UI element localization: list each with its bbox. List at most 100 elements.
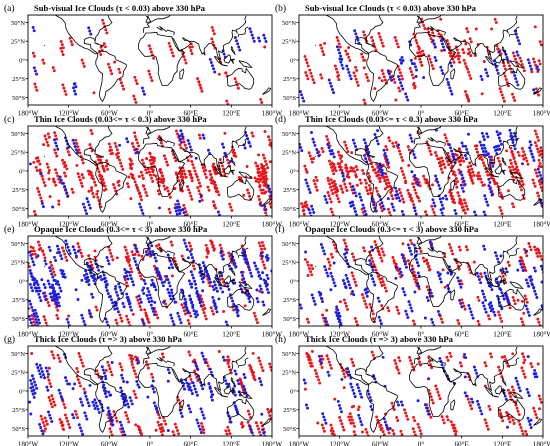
red-cloud-point xyxy=(262,244,265,248)
red-cloud-point xyxy=(333,183,337,187)
coastline-path xyxy=(474,52,477,56)
red-cloud-point xyxy=(251,134,255,138)
blue-cloud-point xyxy=(272,201,275,204)
blue-cloud-point xyxy=(409,58,413,62)
coastline-path xyxy=(138,252,186,307)
blue-cloud-point xyxy=(140,86,144,90)
blue-cloud-point xyxy=(482,244,486,248)
blue-cloud-point xyxy=(31,392,35,396)
blue-cloud-point xyxy=(64,239,68,243)
blue-cloud-point xyxy=(274,207,277,210)
red-cloud-point xyxy=(477,322,481,326)
blue-cloud-point xyxy=(35,72,39,76)
red-cloud-point xyxy=(362,58,366,62)
red-cloud-point xyxy=(312,81,316,85)
red-cloud-point xyxy=(139,170,143,174)
red-cloud-point xyxy=(31,51,35,55)
coastline-path xyxy=(501,58,506,64)
red-cloud-point xyxy=(212,312,215,316)
blue-cloud-point xyxy=(212,280,216,284)
red-cloud-point xyxy=(440,156,444,160)
red-cloud-point xyxy=(133,131,137,135)
blue-cloud-point xyxy=(29,302,33,306)
blue-cloud-point xyxy=(498,147,502,151)
red-cloud-point xyxy=(172,433,176,436)
blue-cloud-point xyxy=(178,219,181,222)
coastline-path xyxy=(238,60,253,69)
blue-cloud-point xyxy=(409,249,412,253)
red-cloud-point xyxy=(76,416,79,420)
blue-cloud-point xyxy=(174,326,177,329)
scatter-layer xyxy=(299,128,543,219)
blue-cloud-point xyxy=(48,285,52,289)
blue-cloud-point xyxy=(346,367,350,371)
red-cloud-point xyxy=(427,359,431,363)
blue-cloud-point xyxy=(390,78,394,82)
coastline-path xyxy=(230,157,236,167)
red-cloud-point xyxy=(47,304,51,308)
blue-cloud-point xyxy=(532,158,536,162)
red-cloud-point xyxy=(193,369,197,373)
blue-cloud-point xyxy=(137,361,140,365)
blue-cloud-point xyxy=(524,304,528,308)
blue-cloud-point xyxy=(190,285,194,289)
red-cloud-point xyxy=(376,249,380,253)
red-cloud-point xyxy=(136,141,139,145)
blue-cloud-point xyxy=(232,258,236,262)
red-cloud-point xyxy=(49,260,53,264)
red-cloud-point xyxy=(263,266,267,270)
x-tick-label: 120°W xyxy=(329,441,350,446)
red-cloud-point xyxy=(112,437,115,440)
blue-cloud-point xyxy=(205,269,209,273)
red-cloud-point xyxy=(457,160,461,163)
blue-cloud-point xyxy=(379,170,383,174)
blue-cloud-point xyxy=(495,68,499,72)
red-cloud-point xyxy=(507,189,510,193)
red-cloud-point xyxy=(397,86,401,90)
red-cloud-point xyxy=(539,254,543,258)
blue-cloud-point xyxy=(170,316,174,320)
blue-cloud-point xyxy=(515,50,519,54)
blue-cloud-point xyxy=(399,58,402,62)
blue-cloud-point xyxy=(459,170,463,174)
red-cloud-point xyxy=(189,244,192,248)
coastline-path xyxy=(230,169,235,175)
red-cloud-point xyxy=(127,185,130,189)
red-cloud-point xyxy=(74,138,78,142)
blue-cloud-point xyxy=(71,387,75,391)
blue-cloud-point xyxy=(261,271,265,275)
red-cloud-point xyxy=(331,192,335,195)
blue-cloud-point xyxy=(215,310,219,314)
red-cloud-point xyxy=(429,152,433,156)
red-cloud-point xyxy=(80,361,84,365)
red-cloud-point xyxy=(156,316,160,320)
blue-cloud-point xyxy=(115,290,118,294)
red-cloud-point xyxy=(523,358,527,362)
red-cloud-point xyxy=(246,420,250,424)
red-cloud-point xyxy=(493,182,497,186)
blue-cloud-point xyxy=(209,390,213,394)
blue-cloud-point xyxy=(47,245,51,249)
blue-cloud-point xyxy=(30,374,34,378)
scatter-layer xyxy=(299,238,543,326)
blue-cloud-point xyxy=(323,252,327,256)
red-cloud-point xyxy=(50,350,54,354)
blue-cloud-point xyxy=(73,251,77,255)
blue-cloud-point xyxy=(185,381,189,385)
red-cloud-point xyxy=(77,175,81,179)
red-cloud-point xyxy=(339,300,342,304)
coastline-path xyxy=(203,52,206,56)
blue-cloud-point xyxy=(362,206,366,210)
red-cloud-point xyxy=(506,364,510,368)
blue-cloud-point xyxy=(189,298,192,302)
red-cloud-point xyxy=(126,284,130,288)
blue-cloud-point xyxy=(470,397,474,401)
red-cloud-point xyxy=(538,397,542,401)
blue-cloud-point xyxy=(403,216,406,219)
blue-cloud-point xyxy=(139,300,143,304)
blue-cloud-point xyxy=(480,289,484,293)
red-cloud-point xyxy=(520,62,524,66)
red-cloud-point xyxy=(422,52,426,56)
coastline-path xyxy=(413,236,442,255)
red-cloud-point xyxy=(538,407,541,411)
